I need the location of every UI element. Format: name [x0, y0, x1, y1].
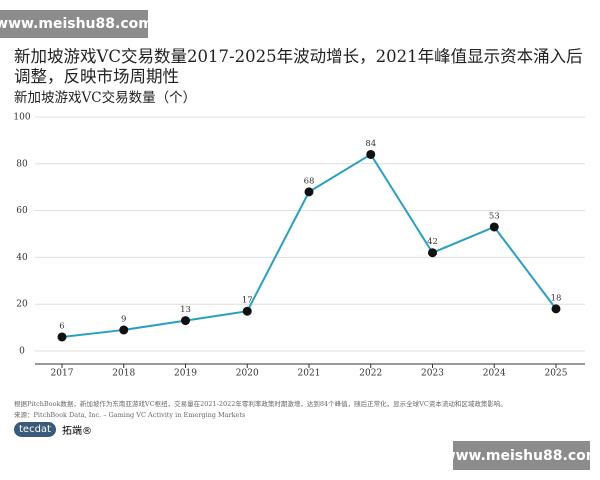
value-label: 17 [242, 296, 253, 306]
chart-subtitle: 新加坡游戏VC交易数量（个） [14, 90, 197, 106]
chart-title: 新加坡游戏VC交易数量2017-2025年波动增长，2021年峰值显示资本涌入后… [14, 47, 583, 86]
marker [428, 248, 437, 258]
marker [304, 187, 314, 197]
x-tick-label: 2025 [545, 369, 568, 379]
value-label: 53 [489, 211, 500, 221]
watermark: www.meishu88.com [443, 441, 600, 470]
marker [489, 222, 499, 232]
x-tick-label: 2024 [483, 369, 506, 379]
marker [57, 332, 67, 342]
y-tick-label: 40 [16, 253, 28, 263]
value-label: 13 [180, 305, 191, 315]
x-tick-label: 2020 [236, 369, 259, 379]
logo: tecdat 拓端® [14, 422, 92, 437]
marker [119, 325, 129, 335]
value-label: 9 [121, 314, 126, 324]
x-tick-label: 2021 [298, 369, 321, 379]
value-label: 42 [427, 237, 438, 247]
value-label: 84 [365, 139, 376, 149]
marker [551, 304, 561, 314]
value-label: 18 [551, 293, 562, 303]
y-tick-label: 20 [16, 300, 28, 310]
x-tick-label: 2023 [421, 369, 444, 379]
x-tick-label: 2018 [112, 369, 135, 379]
x-tick-label: 2019 [174, 369, 197, 379]
note: 根据PitchBook数据，新加坡作为东南亚游戏VC枢纽，交易量在2021-20… [14, 400, 507, 408]
marker [181, 316, 190, 326]
source: 来源：PitchBook Data, Inc. – Gaming VC Acti… [14, 411, 246, 419]
y-tick-label: 100 [13, 113, 30, 123]
value-label: 68 [304, 176, 315, 186]
y-tick-label: 80 [16, 159, 28, 169]
y-tick-label: 60 [16, 206, 28, 216]
value-label: 6 [59, 321, 64, 331]
marker [242, 306, 252, 316]
logo-brand: tecdat [14, 422, 56, 437]
x-tick-label: 2022 [359, 369, 382, 379]
logo-name: 拓端® [61, 426, 92, 437]
watermark: www.meishu88.com [0, 10, 153, 38]
y-tick-label: 0 [19, 347, 25, 357]
marker [366, 149, 376, 159]
x-tick-label: 2017 [51, 369, 74, 379]
